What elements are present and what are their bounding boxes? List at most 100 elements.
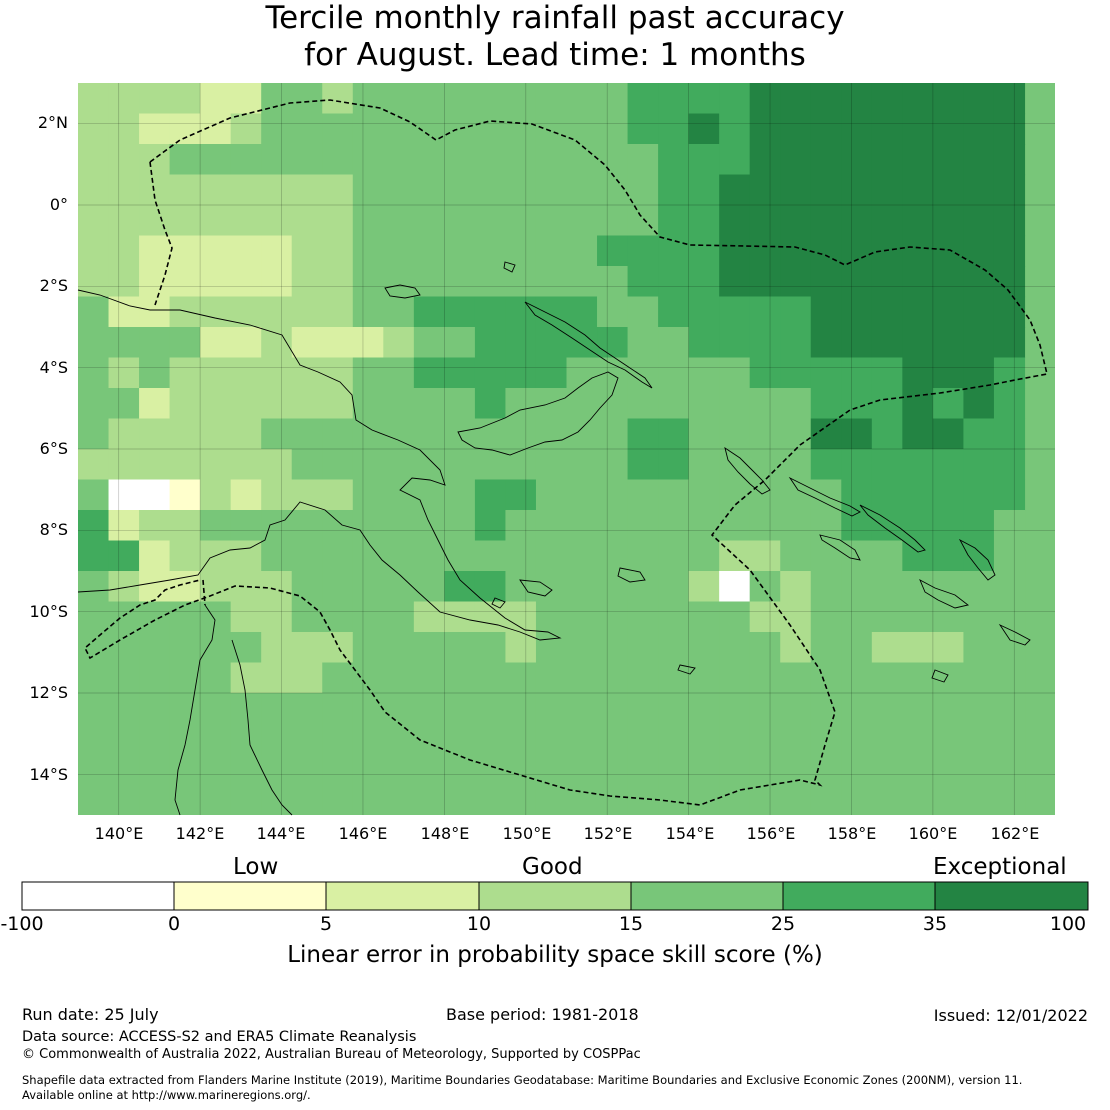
grid-cell xyxy=(993,296,1026,328)
colorbar-bin xyxy=(631,882,783,910)
grid-cell xyxy=(322,662,354,694)
grid-cell xyxy=(719,266,751,298)
grid-cell xyxy=(261,266,293,298)
graticule xyxy=(78,83,1055,815)
grid-cell xyxy=(230,388,262,420)
grid-cell xyxy=(749,571,781,603)
grid-cell xyxy=(200,174,232,206)
grid-cell xyxy=(932,571,965,603)
grid-cell xyxy=(535,327,568,359)
colorbar-tick-label: 35 xyxy=(922,913,948,935)
grid-cell xyxy=(658,113,690,145)
grid-cell xyxy=(871,601,903,633)
grid-cell xyxy=(810,174,842,206)
grid-cell xyxy=(505,662,537,694)
grid-cell xyxy=(413,388,445,420)
grid-cell xyxy=(505,388,537,420)
grid-cell xyxy=(871,357,903,389)
grid-cell xyxy=(688,113,720,145)
grid-cell xyxy=(505,113,537,145)
grid-cell xyxy=(963,418,995,450)
grid-cell xyxy=(78,296,110,328)
grid-cell xyxy=(230,601,262,633)
coastline-cape-york xyxy=(174,604,216,816)
coastline-solomons xyxy=(788,476,861,517)
grid-cell xyxy=(261,418,293,450)
grid-cell xyxy=(841,784,873,815)
grid-cell xyxy=(963,388,995,420)
grid-cell xyxy=(658,510,690,542)
grid-cell xyxy=(841,632,873,664)
grid-cell xyxy=(169,357,201,389)
grid-cell xyxy=(78,479,110,511)
grid-cell xyxy=(352,754,384,786)
grid-cell xyxy=(322,144,354,176)
grid-cell xyxy=(474,662,507,694)
grid-cell xyxy=(810,235,842,267)
grid-cell xyxy=(902,571,934,603)
grid-cell xyxy=(810,83,842,115)
grid-cell xyxy=(871,144,903,176)
grid-cell xyxy=(444,113,476,145)
grid-cell xyxy=(902,235,934,267)
grid-cell xyxy=(780,113,812,145)
grid-cell xyxy=(902,662,934,694)
grid-cell xyxy=(78,723,110,755)
colorbar-tick-label: 5 xyxy=(319,913,333,935)
grid-cell xyxy=(688,327,720,359)
grid-cell xyxy=(871,327,903,359)
grid-cell xyxy=(627,693,659,725)
lon-tick-label: 140°E xyxy=(94,824,144,843)
category-good-label: Good xyxy=(522,854,583,880)
grid-cell xyxy=(719,601,751,633)
grid-cell xyxy=(749,540,781,572)
grid-cell xyxy=(932,266,965,298)
lat-tick-label: 6°S xyxy=(39,439,68,458)
grid-cell xyxy=(322,418,354,450)
grid-cell xyxy=(658,449,690,481)
grid-cell xyxy=(230,418,262,450)
grid-cell xyxy=(749,266,781,298)
grid-cell xyxy=(230,357,262,389)
grid-cell xyxy=(719,235,751,267)
grid-cell xyxy=(230,723,262,755)
grid-cell xyxy=(566,540,598,572)
grid-cell xyxy=(932,296,965,328)
grid-cell xyxy=(505,510,537,542)
grid-cell xyxy=(597,662,629,694)
grid-cell xyxy=(322,235,354,267)
grid-cell xyxy=(993,571,1026,603)
grid-cell xyxy=(169,144,201,176)
grid-cell xyxy=(963,113,995,145)
grid-cell xyxy=(841,266,873,298)
grid-cell xyxy=(322,174,354,206)
grid-cell xyxy=(719,632,751,664)
grid-cell xyxy=(78,632,110,664)
grid-cell xyxy=(993,418,1026,450)
grid-cell xyxy=(108,205,140,237)
grid-cell xyxy=(322,571,354,603)
grid-cell xyxy=(444,662,476,694)
grid-cell xyxy=(413,510,445,542)
grid-cell xyxy=(932,479,965,511)
grid-cell xyxy=(139,784,171,815)
grid-cell xyxy=(780,479,812,511)
grid-cell xyxy=(535,266,568,298)
grid-cell xyxy=(474,632,507,664)
grid-cell xyxy=(78,449,110,481)
grid-cell xyxy=(139,754,171,786)
grid-cell xyxy=(719,327,751,359)
grid-cell xyxy=(932,510,965,542)
grid-cell xyxy=(169,266,201,298)
grid-cell xyxy=(261,571,293,603)
grid-cell xyxy=(413,754,445,786)
grid-cell xyxy=(413,479,445,511)
grid-cell xyxy=(413,296,445,328)
issued-date: Issued: 12/01/2022 xyxy=(933,1006,1088,1025)
grid-cell xyxy=(627,449,659,481)
grid-cell xyxy=(902,754,934,786)
grid-cell xyxy=(108,327,140,359)
grid-cell xyxy=(78,418,110,450)
grid-cell xyxy=(688,632,720,664)
